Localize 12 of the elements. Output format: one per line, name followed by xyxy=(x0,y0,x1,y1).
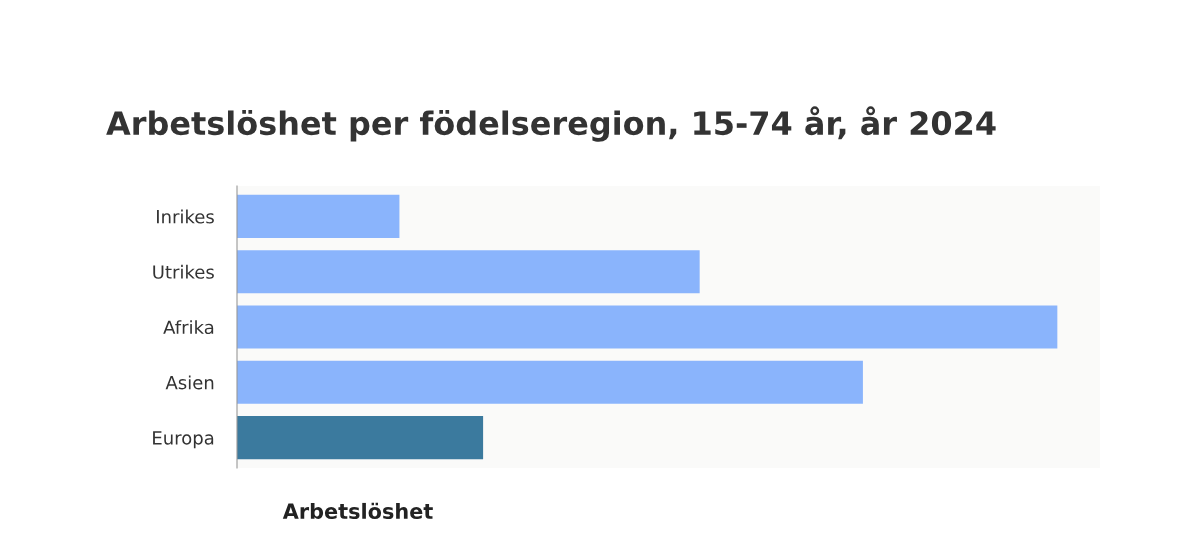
y-tick-label: Asien xyxy=(165,375,214,390)
bar xyxy=(237,250,700,294)
y-tick-label: Europa xyxy=(153,431,214,449)
bar xyxy=(237,194,400,238)
bar xyxy=(237,416,484,460)
chart-title: Arbetslöshet per födelseregion, 15-74 år, år 2024 xyxy=(106,106,996,142)
text: Arbetslöshet xyxy=(282,502,433,520)
y-tick-label: Afrika xyxy=(163,320,214,335)
y-tick-label: Utrikes xyxy=(153,264,214,279)
bar xyxy=(237,360,863,404)
bar xyxy=(237,305,1058,349)
y-tick-label: Inrikes xyxy=(157,209,214,224)
